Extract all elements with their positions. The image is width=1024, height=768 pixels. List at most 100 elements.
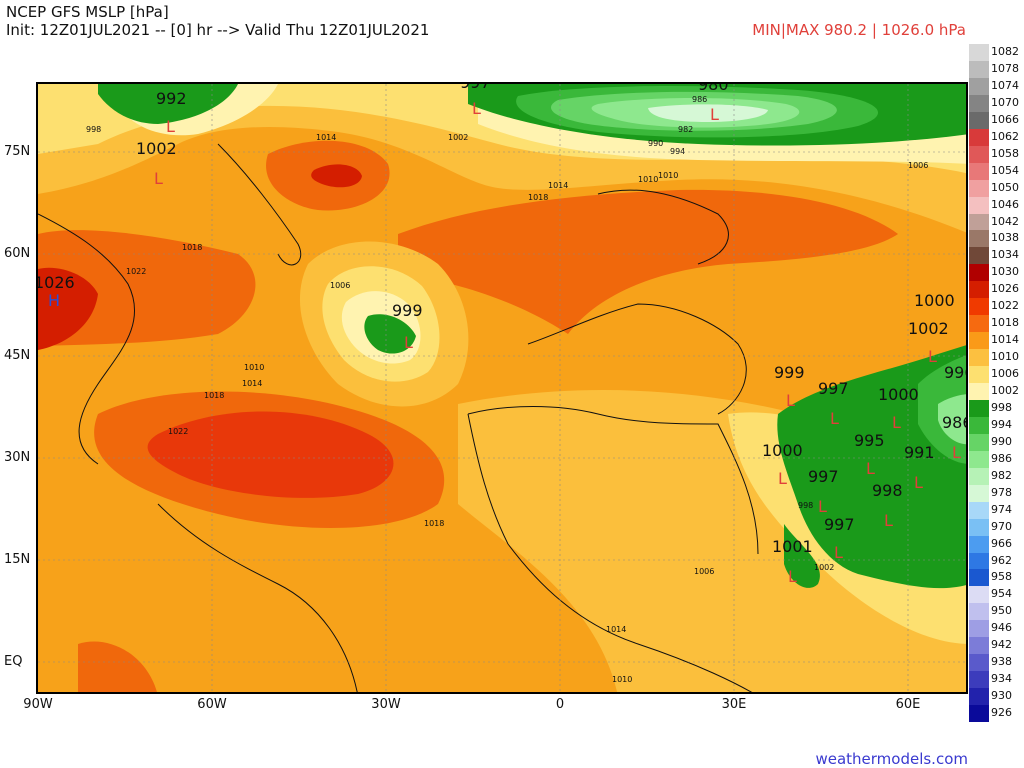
scale-label: 1062: [991, 129, 1019, 143]
scale-swatch: [969, 77, 989, 96]
pressure-value: 991: [904, 443, 935, 462]
isobar-label: 1006: [330, 281, 350, 290]
low-marker: L: [866, 459, 875, 478]
scale-label: 958: [991, 570, 1012, 584]
low-marker: L: [830, 409, 839, 428]
scale-label: 1002: [991, 384, 1019, 397]
low-marker: L: [404, 333, 413, 352]
field-982-arctic: [648, 104, 768, 122]
scale-label: 954: [991, 587, 1012, 601]
graticule: [38, 84, 966, 692]
low-marker: L: [818, 497, 827, 516]
pressure-value: 997: [824, 515, 855, 534]
scale-label: 1026: [991, 282, 1019, 296]
scale-swatch: [969, 552, 989, 570]
pressure-value: 1002: [908, 319, 949, 338]
pressure-value: 1001: [772, 537, 813, 556]
isobar-label: 990: [648, 139, 663, 148]
scale-swatch: [969, 518, 989, 537]
scale-label: 1014: [991, 333, 1019, 347]
isobar-label: 1018: [424, 519, 444, 528]
low-marker: L: [884, 511, 893, 530]
pressure-value: 1002: [136, 139, 177, 158]
scale-label: 1066: [991, 112, 1019, 126]
scale-label: 1054: [991, 163, 1019, 177]
scale-swatch: [969, 366, 989, 384]
scale-label: 942: [991, 638, 1012, 652]
isobar-label: 1014: [548, 181, 568, 190]
scale-label: 962: [991, 553, 1012, 567]
scale-label: 1058: [991, 146, 1019, 160]
isobar-label: 1002: [814, 563, 834, 572]
pressure-value: 1000: [878, 385, 919, 404]
scale-swatch: [969, 247, 989, 265]
scale-label: 990: [991, 434, 1012, 448]
scale-swatch: [969, 213, 989, 231]
credit-link[interactable]: weathermodels.com: [815, 750, 968, 768]
scale-label: 1042: [991, 214, 1019, 228]
scale-label: 974: [991, 502, 1012, 516]
low-marker: L: [778, 469, 787, 488]
scale-label: 1082: [991, 45, 1019, 58]
scale-label: 946: [991, 621, 1012, 635]
isobar-label: 1018: [182, 243, 202, 252]
low-marker: L: [166, 117, 175, 136]
isobar-label: 1014: [242, 379, 262, 388]
isobar-label: 982: [678, 125, 693, 134]
scale-label: 950: [991, 604, 1012, 618]
pressure-value: 1000: [762, 441, 803, 460]
low-marker: L: [834, 543, 843, 562]
low-marker: L: [472, 99, 481, 118]
lat-label: EQ: [4, 654, 23, 669]
isobar-label: 1002: [448, 133, 468, 142]
pressure-value: 997: [808, 467, 839, 486]
lat-label: 15N: [4, 552, 31, 567]
low-marker: L: [928, 347, 937, 366]
scale-label: 1034: [991, 248, 1019, 262]
low-marker: L: [154, 169, 163, 188]
isobar-label: 1010: [638, 175, 658, 184]
isobar-label: 994: [670, 147, 685, 156]
lat-label: 45N: [4, 348, 31, 363]
scale-label: 982: [991, 468, 1012, 482]
lon-label: 60W: [197, 697, 227, 712]
field-986-mideast: [938, 394, 966, 445]
scale-label: 1038: [991, 231, 1019, 245]
scale-label: 1074: [991, 78, 1019, 92]
field-998-low: [364, 314, 416, 354]
scale-label: 1050: [991, 180, 1019, 194]
low-marker: L: [952, 443, 961, 462]
scale-label: 986: [991, 451, 1012, 465]
field-1018-canada: [38, 230, 256, 346]
pressure-value: 997: [460, 84, 491, 92]
scale-swatch: [969, 569, 989, 587]
scale-label: 966: [991, 536, 1012, 550]
isobar-label: 1006: [908, 161, 928, 170]
scale-swatch: [969, 671, 989, 689]
scale-swatch: [969, 603, 989, 621]
field-998-redsea: [784, 524, 821, 588]
pressure-value: 980: [698, 84, 729, 94]
scale-swatch: [969, 298, 989, 316]
isobar-label: 986: [692, 95, 707, 104]
low-marker: L: [892, 413, 901, 432]
lat-label: 60N: [4, 246, 31, 261]
scale-swatch: [969, 230, 989, 248]
scale-swatch: [969, 383, 989, 401]
isobar-label: 1022: [126, 267, 146, 276]
low-marker: L: [710, 105, 719, 124]
pressure-value: 995: [854, 431, 885, 450]
scale-swatch: [969, 332, 989, 350]
low-marker: L: [786, 391, 795, 410]
scale-label: 978: [991, 485, 1012, 499]
lon-label: 30W: [371, 697, 401, 712]
scale-label: 1018: [991, 316, 1019, 330]
scale-swatch: [969, 399, 989, 418]
scale-swatch: [969, 315, 989, 333]
scale-swatch: [969, 705, 989, 723]
scale-swatch: [969, 586, 989, 604]
lat-label: 30N: [4, 450, 31, 465]
pressure-value: 999: [774, 363, 805, 382]
pressure-value: 999: [392, 301, 423, 320]
field-1022-azores: [147, 411, 394, 498]
